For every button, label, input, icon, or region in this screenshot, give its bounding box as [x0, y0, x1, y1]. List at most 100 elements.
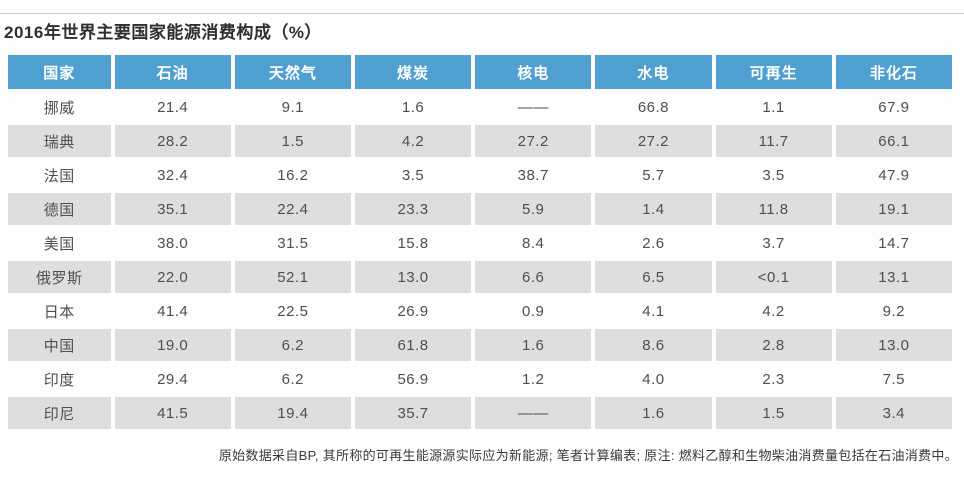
table-body: 挪威 21.4 9.1 1.6 —— 66.8 1.1 67.9 瑞典 28.2 1.5 4.2 27.…: [8, 91, 952, 429]
value-cell: 35.7: [354, 397, 472, 429]
value-cell: 13.0: [835, 329, 952, 361]
value-cell: 19.0: [114, 329, 231, 361]
value-cell: 22.4: [234, 193, 351, 225]
value-cell: 27.2: [475, 125, 592, 157]
value-cell: 15.8: [354, 227, 472, 259]
value-cell: 6.6: [475, 261, 592, 293]
value-cell: 26.9: [354, 295, 472, 327]
column-header: 核电: [475, 55, 592, 89]
value-cell: 14.7: [835, 227, 952, 259]
energy-consumption-table: 国家 石油 天然气 煤炭 核电 水电 可再生 非化石 挪威 21.4 9.1 1.6 —— 66.8 1.…: [4, 53, 956, 431]
value-cell: 41.5: [114, 397, 231, 429]
value-cell: 38.0: [114, 227, 231, 259]
value-cell: 22.5: [234, 295, 351, 327]
value-cell: <0.1: [715, 261, 832, 293]
table-row: 美国 38.0 31.5 15.8 8.4 2.6 3.7 14.7: [8, 227, 952, 259]
table-row: 印度 29.4 6.2 56.9 1.2 4.0 2.3 7.5: [8, 363, 952, 395]
table-row: 瑞典 28.2 1.5 4.2 27.2 27.2 11.7 66.1: [8, 125, 952, 157]
value-cell: 1.5: [234, 125, 351, 157]
value-cell: 9.2: [835, 295, 952, 327]
country-cell: 法国: [8, 159, 111, 191]
value-cell: 6.2: [234, 329, 351, 361]
table-row: 中国 19.0 6.2 61.8 1.6 8.6 2.8 13.0: [8, 329, 952, 361]
column-header: 石油: [114, 55, 231, 89]
value-cell: 9.1: [234, 91, 351, 123]
country-cell: 瑞典: [8, 125, 111, 157]
value-cell: 13.0: [354, 261, 472, 293]
table-row: 挪威 21.4 9.1 1.6 —— 66.8 1.1 67.9: [8, 91, 952, 123]
value-cell: 2.3: [715, 363, 832, 395]
country-cell: 德国: [8, 193, 111, 225]
value-cell: 16.2: [234, 159, 351, 191]
country-cell: 美国: [8, 227, 111, 259]
value-cell: 8.4: [475, 227, 592, 259]
top-divider: [0, 13, 964, 14]
column-header: 煤炭: [354, 55, 472, 89]
value-cell: 47.9: [835, 159, 952, 191]
value-cell: 2.8: [715, 329, 832, 361]
value-cell: 1.5: [715, 397, 832, 429]
value-cell: 13.1: [835, 261, 952, 293]
country-cell: 日本: [8, 295, 111, 327]
value-cell: 27.2: [595, 125, 712, 157]
column-header: 可再生: [715, 55, 832, 89]
page-title: 2016年世界主要国家能源消费构成（%）: [4, 23, 322, 42]
column-header: 水电: [595, 55, 712, 89]
value-cell: 2.6: [595, 227, 712, 259]
value-cell: 3.5: [715, 159, 832, 191]
value-cell: 29.4: [114, 363, 231, 395]
value-cell: 41.4: [114, 295, 231, 327]
value-cell: 3.7: [715, 227, 832, 259]
value-cell: 6.5: [595, 261, 712, 293]
value-cell: 11.7: [715, 125, 832, 157]
value-cell: 4.2: [715, 295, 832, 327]
value-cell: 22.0: [114, 261, 231, 293]
table-row: 德国 35.1 22.4 23.3 5.9 1.4 11.8 19.1: [8, 193, 952, 225]
country-cell: 俄罗斯: [8, 261, 111, 293]
value-cell: 23.3: [354, 193, 472, 225]
value-cell: 7.5: [835, 363, 952, 395]
value-cell: 66.8: [595, 91, 712, 123]
value-cell: 31.5: [234, 227, 351, 259]
value-cell: 61.8: [354, 329, 472, 361]
value-cell: 19.4: [234, 397, 351, 429]
value-cell: 3.4: [835, 397, 952, 429]
country-cell: 印尼: [8, 397, 111, 429]
column-header: 非化石: [835, 55, 952, 89]
value-cell: 35.1: [114, 193, 231, 225]
value-cell: 4.0: [595, 363, 712, 395]
value-cell: 1.1: [715, 91, 832, 123]
value-cell: 4.1: [595, 295, 712, 327]
value-cell: 3.5: [354, 159, 472, 191]
value-cell: 67.9: [835, 91, 952, 123]
table-row: 俄罗斯 22.0 52.1 13.0 6.6 6.5 <0.1 13.1: [8, 261, 952, 293]
value-cell: ——: [475, 91, 592, 123]
value-cell: 11.8: [715, 193, 832, 225]
country-cell: 印度: [8, 363, 111, 395]
table-row: 法国 32.4 16.2 3.5 38.7 5.7 3.5 47.9: [8, 159, 952, 191]
table-header-row: 国家 石油 天然气 煤炭 核电 水电 可再生 非化石: [8, 55, 952, 89]
value-cell: 6.2: [234, 363, 351, 395]
country-cell: 挪威: [8, 91, 111, 123]
value-cell: 66.1: [835, 125, 952, 157]
value-cell: 0.9: [475, 295, 592, 327]
column-header: 国家: [8, 55, 111, 89]
value-cell: 8.6: [595, 329, 712, 361]
table-row: 印尼 41.5 19.4 35.7 —— 1.6 1.5 3.4: [8, 397, 952, 429]
value-cell: 21.4: [114, 91, 231, 123]
value-cell: 56.9: [354, 363, 472, 395]
value-cell: 1.2: [475, 363, 592, 395]
value-cell: 19.1: [835, 193, 952, 225]
table-footnote: 原始数据采自BP, 其所称的可再生能源源实际应为新能源; 笔者计算编表; 原注:…: [218, 448, 958, 463]
table-row: 日本 41.4 22.5 26.9 0.9 4.1 4.2 9.2: [8, 295, 952, 327]
value-cell: 4.2: [354, 125, 472, 157]
country-cell: 中国: [8, 329, 111, 361]
value-cell: 5.9: [475, 193, 592, 225]
value-cell: 1.6: [595, 397, 712, 429]
value-cell: 1.6: [475, 329, 592, 361]
value-cell: 32.4: [114, 159, 231, 191]
value-cell: 38.7: [475, 159, 592, 191]
value-cell: 1.4: [595, 193, 712, 225]
column-header: 天然气: [234, 55, 351, 89]
value-cell: 52.1: [234, 261, 351, 293]
